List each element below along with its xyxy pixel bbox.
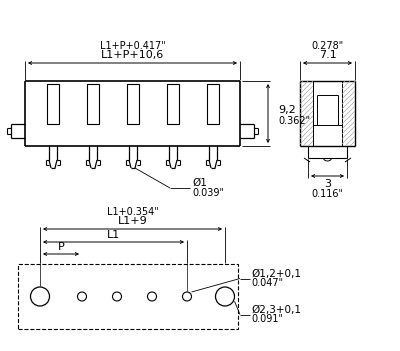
- Bar: [207, 84, 219, 124]
- Text: Ø1: Ø1: [192, 178, 207, 188]
- Bar: [167, 84, 179, 124]
- Text: 0.039": 0.039": [192, 188, 224, 198]
- Circle shape: [78, 292, 86, 301]
- Bar: [87, 84, 99, 124]
- Text: 0.091": 0.091": [251, 314, 283, 325]
- Text: L1+0.354": L1+0.354": [107, 207, 158, 217]
- Text: L1+P+0.417": L1+P+0.417": [100, 41, 165, 51]
- Text: 0.116": 0.116": [312, 189, 344, 199]
- Text: 0.047": 0.047": [251, 278, 283, 289]
- Text: 7.1: 7.1: [319, 50, 336, 60]
- Circle shape: [216, 287, 234, 306]
- Circle shape: [112, 292, 122, 301]
- Text: Ø2,3+0,1: Ø2,3+0,1: [251, 305, 301, 314]
- Circle shape: [30, 287, 50, 306]
- Text: Ø1,2+0,1: Ø1,2+0,1: [251, 269, 301, 278]
- Circle shape: [148, 292, 156, 301]
- Bar: [127, 84, 139, 124]
- Bar: [47, 84, 59, 124]
- Text: 0.362": 0.362": [278, 115, 310, 126]
- Text: L1+9: L1+9: [118, 216, 147, 226]
- Bar: [18, 264, 238, 329]
- Circle shape: [182, 292, 192, 301]
- Text: L1+P+10,6: L1+P+10,6: [101, 50, 164, 60]
- Text: L1: L1: [107, 230, 120, 240]
- Text: P: P: [58, 242, 64, 252]
- Text: 3: 3: [324, 179, 331, 189]
- Text: 0.278": 0.278": [311, 41, 344, 51]
- Text: 9,2: 9,2: [278, 106, 296, 115]
